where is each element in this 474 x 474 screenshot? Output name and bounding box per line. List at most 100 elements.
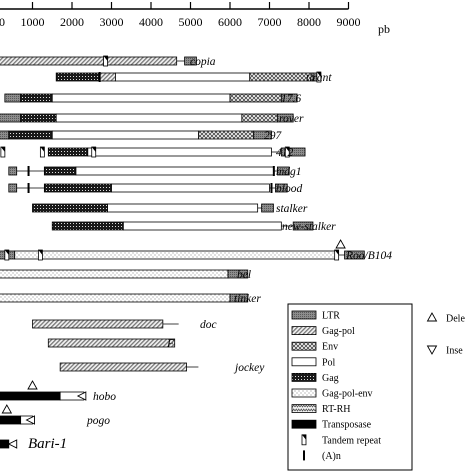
ltr-segment [253,130,272,140]
element-row: bel [0,269,251,281]
polyA-symbol [272,166,275,176]
tandem-repeat-fill [40,147,45,152]
legend-symbol-item: Inse [426,345,463,357]
ltr-segment [276,166,290,176]
element-row: jockey [59,362,265,374]
legend-swatch [291,326,317,336]
ltr-segment [8,166,18,176]
insertion-symbol [426,345,438,355]
ltr-segment [280,93,298,103]
tandem-repeat-fill [0,147,5,152]
tandem-repeat-fill [103,56,108,61]
tandem-repeat-fill [302,434,306,440]
legend-label: Gag-pol [322,326,355,337]
tandem-repeat-fill [91,147,96,152]
polyA-symbol [270,183,273,193]
ltr-segment [8,183,18,193]
scale-tick-label: 1000 [21,15,45,29]
gag-segment [43,183,112,193]
deletion-symbol [27,380,38,390]
element-row: 297 [0,130,283,142]
env-segment [249,72,314,82]
tandem-repeat-symbol [334,249,340,261]
element-name: 297 [264,130,283,142]
element-name: 412 [276,147,294,159]
element-row: tirant [55,71,332,84]
element-name: Bari-1 [28,436,67,452]
legend-label: RT-RH [322,404,350,415]
legend-item: Gag [291,372,339,384]
legend-swatch [291,341,317,351]
gag-segment [8,130,53,140]
legend-symbol-label: Inse [446,346,463,357]
tandem-repeat-symbol [316,71,322,83]
gag-segment [55,72,101,82]
deletion-symbol [426,312,438,322]
tandem-repeat-symbol [103,55,108,67]
terminal-repeat-symbol [25,415,35,425]
legend-swatch [291,372,317,382]
element-row: blood [8,183,302,195]
element-row: hobo [0,380,116,403]
element-name: tirant [306,72,332,84]
element-name: F [166,338,175,350]
legend-symbol-item: Dele [426,312,465,325]
pol-segment [111,183,270,193]
gagpolenv-segment [14,250,338,260]
gagpol-segment [0,56,178,66]
legend: LTR Gag-pol Env Pol Gag Gag-pol-env RT-RH Trans… [287,303,465,471]
gag-segment [20,113,57,123]
tandem-repeat-fill [334,250,339,255]
legend-label: Pol [322,357,336,368]
element-row: 17.6 [4,93,301,105]
ltr-segment [292,221,314,231]
legend-label: LTR [322,311,340,322]
element-name: 17.6 [281,93,301,105]
ltr-segment [261,203,274,213]
terminal-repeat-symbol [7,439,18,449]
legend-label: Tandem repeat [322,435,381,446]
scale-tick-label: 7000 [258,15,282,29]
tandem-repeat-symbol [38,249,43,261]
element-rows: copia tirant 17.6 rover 297 412 mdg1 blood stalk… [0,55,392,452]
terminal-repeat-symbol [76,391,87,401]
element-row: copia [0,55,216,68]
legend-swatch [291,419,317,429]
ltr-segment [229,293,249,303]
element-row: stalker [32,203,308,215]
legend-swatch [291,388,317,398]
polyA-symbol [303,450,305,461]
gag-segment [32,203,108,213]
ltr-segment [276,113,294,123]
env-segment [197,130,255,140]
ltr-segment [0,130,10,140]
legend-item: LTR [291,310,340,322]
pol-segment [107,203,259,213]
tandem-repeat-symbol [301,434,307,446]
scale-tick-label: 6000 [218,15,242,29]
gagpolenv-segment [0,293,231,303]
gagpolenv-segment [0,269,229,279]
legend-label: Env [322,342,338,353]
tandem-repeat-symbol [0,146,6,158]
pol-segment [51,130,199,140]
polyA-symbol [27,183,30,193]
deletion-symbol [335,239,346,249]
gag-segment [47,147,89,157]
legend-item: (A)n [303,450,341,462]
tandem-repeat-fill [38,250,43,255]
pol-segment [87,147,272,157]
legend-item: Gag-pol-env [291,388,373,400]
gagpol-segment [59,362,187,372]
gagpol-segment [47,338,176,348]
polyA-symbol [27,166,30,176]
element-row: 412 [0,146,306,159]
element-name: copia [190,56,216,68]
transposase-segment [0,439,10,449]
element-row: pogo [0,404,110,427]
legend-swatch [291,310,317,320]
scale-tick-label: 8000 [297,15,321,29]
ltr-segment [275,183,288,193]
element-name: stalker [276,203,308,215]
